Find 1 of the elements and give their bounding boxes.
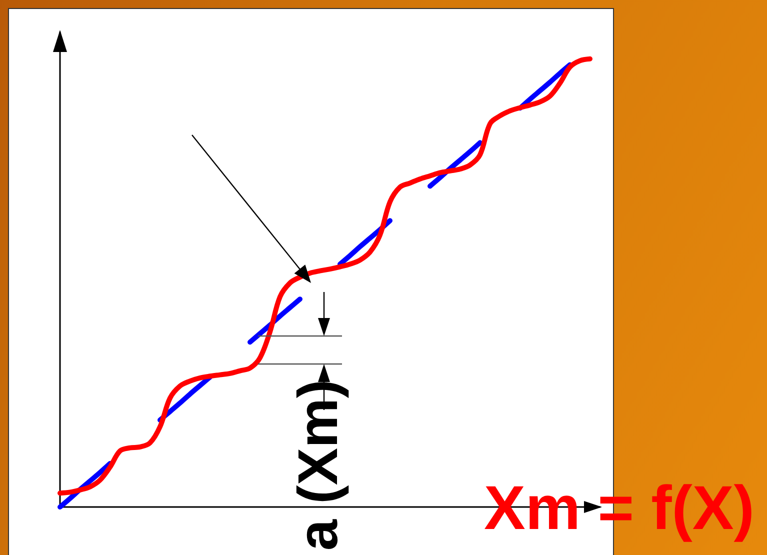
annotation: a (Xm) <box>286 379 349 551</box>
